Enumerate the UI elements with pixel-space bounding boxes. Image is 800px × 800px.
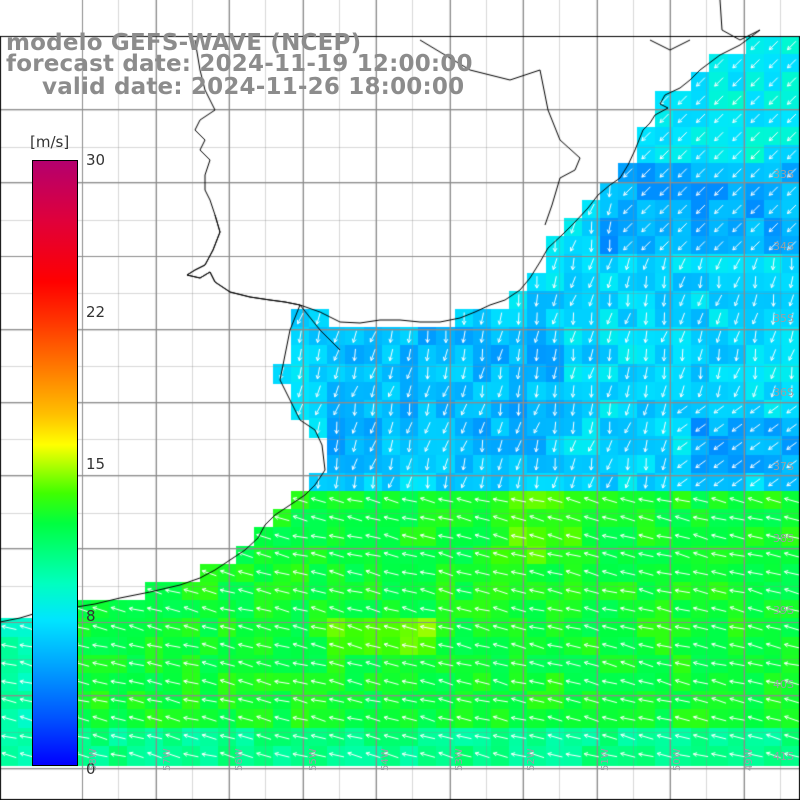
forecast-date: forecast date: 2024-11-19 12:00:00 [6,51,473,77]
lon-label: 50W [672,748,683,771]
lon-label: 58W [88,748,99,771]
lon-label: 52W [526,748,537,771]
lon-label: 51W [600,748,611,771]
colorbar-tick: 22 [86,303,106,321]
lon-label: 54W [380,748,391,771]
colorbar-tick: 0 [86,760,96,778]
model-title: modelo GEFS-WAVE (NCEP) [6,30,362,56]
lat-label: 38S [773,532,794,545]
lat-label: 40S [773,678,794,691]
lon-label: 53W [454,748,465,771]
lat-label: 37S [773,460,794,473]
lon-label: 56W [234,748,245,771]
lat-label: 33S [773,168,794,181]
colorbar-tick: 15 [86,455,106,473]
valid-date: valid date: 2024-11-26 18:00:00 [42,74,465,100]
lon-label: 57W [162,748,173,771]
colorbar-unit: [m/s] [30,133,70,151]
colorbar-tick: 8 [86,607,96,625]
lat-label: 39S [773,604,794,617]
lat-label: 35S [773,312,794,325]
colorbar-tick: 30 [86,151,106,169]
lon-label: 49W [744,748,755,771]
lon-label: 55W [308,748,319,771]
wind-speed-colorbar [32,160,78,766]
lat-label: 34S [773,240,794,253]
lat-label: 36S [773,386,794,399]
lat-label: 41S [773,750,794,763]
